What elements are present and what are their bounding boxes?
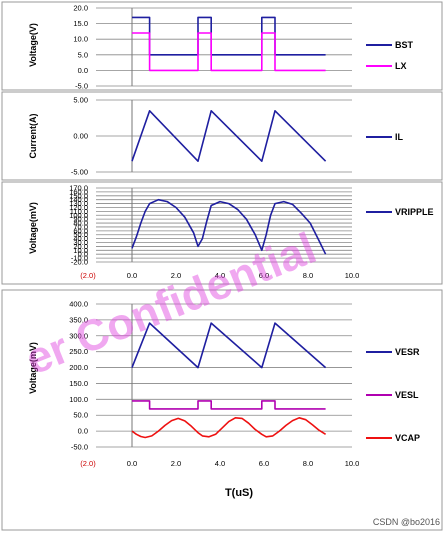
x-axis-title: T(uS) bbox=[225, 487, 253, 499]
y-tick-label: 200.0 bbox=[69, 363, 88, 372]
x-tick-label: 6.0 bbox=[259, 271, 269, 280]
x-tick-label: (2.0) bbox=[80, 271, 96, 280]
legend-label: VESL bbox=[395, 390, 419, 400]
y-tick-label: 50.0 bbox=[73, 411, 88, 420]
x-tick-label: 2.0 bbox=[171, 459, 181, 468]
y-tick-label: 160.0 bbox=[69, 187, 88, 196]
panel-4-frame bbox=[1, 289, 443, 531]
x-tick-label: 6.0 bbox=[259, 459, 269, 468]
x-tick-label: 8.0 bbox=[303, 271, 313, 280]
y-tick-label: 30.0 bbox=[73, 238, 88, 247]
y-tick-label: 350.0 bbox=[69, 315, 88, 324]
y-tick-label: 110.0 bbox=[70, 207, 88, 216]
series-line-bst bbox=[132, 16, 326, 56]
y-tick-label: 40.0 bbox=[73, 234, 88, 243]
y-tick-label: 0.0 bbox=[78, 66, 88, 75]
panel-2-frame bbox=[1, 91, 443, 181]
x-tick-label: 8.0 bbox=[303, 459, 313, 468]
y-axis-label: Current(A) bbox=[28, 114, 38, 159]
y-axis-label: Voltage(V) bbox=[28, 23, 38, 67]
series-line-il bbox=[131, 110, 327, 162]
legend-label: IL bbox=[395, 132, 404, 142]
chart-3: 170.0160.0150.0140.0130.0120.0110.0100.0… bbox=[28, 184, 434, 281]
y-tick-label: 5.00 bbox=[73, 96, 88, 105]
series-line-lx bbox=[132, 32, 326, 72]
chart-2: 5.00 0.00 -5.00 Current(A) IL bbox=[28, 96, 404, 177]
y-tick-label: -20.0 bbox=[71, 258, 88, 267]
series-line-vesl bbox=[132, 400, 326, 410]
y-tick-label: 400.0 bbox=[69, 300, 88, 309]
y-tick-label: 15.0 bbox=[73, 19, 88, 28]
legend-label: VCAP bbox=[395, 433, 420, 443]
y-tick-label: 100.0 bbox=[69, 395, 88, 404]
y-tick-label: 10.0 bbox=[73, 35, 88, 44]
legend-label: BST bbox=[395, 40, 414, 50]
y-tick-label: 60.0 bbox=[73, 226, 88, 235]
y-tick-label: 0.00 bbox=[73, 132, 88, 141]
y-tick-label: 50.0 bbox=[73, 230, 88, 239]
y-tick-label: 250.0 bbox=[69, 347, 88, 356]
y-tick-label: 150.0 bbox=[69, 379, 88, 388]
y-tick-label: 0.0 bbox=[78, 250, 88, 259]
y-axis-label: Voltage(mV) bbox=[28, 342, 38, 394]
x-tick-label: 10.0 bbox=[345, 459, 360, 468]
x-tick-label: 4.0 bbox=[215, 459, 225, 468]
y-tick-label: 5.0 bbox=[78, 50, 88, 59]
chart-4: 400.0 350.0 300.0 250.0 200.0 150.0 100.0 50.0 0… bbox=[28, 300, 420, 469]
y-tick-label: 150.0 bbox=[69, 191, 88, 200]
y-tick-label: 130.0 bbox=[69, 199, 88, 208]
y-tick-label: 10.0 bbox=[73, 246, 88, 255]
x-tick-label: 2.0 bbox=[171, 271, 181, 280]
y-tick-label: 140.0 bbox=[69, 195, 88, 204]
credit-text: CSDN @bo2016 bbox=[373, 517, 440, 527]
x-tick-label: 0.0 bbox=[127, 271, 137, 280]
y-axis-label: Voltage(mV) bbox=[28, 202, 38, 254]
x-tick-label: 4.0 bbox=[215, 271, 225, 280]
y-tick-label: 0.0 bbox=[78, 427, 88, 436]
y-tick-label: -5.00 bbox=[71, 168, 88, 177]
x-tick-label: 10.0 bbox=[345, 271, 360, 280]
charts-group: 20.0 15.0 10.0 5.0 0.0 -5.0 Voltage(V) BST LX 5.0… bbox=[28, 4, 434, 469]
legend-label: VESR bbox=[395, 347, 420, 357]
y-tick-label: -50.0 bbox=[71, 443, 88, 452]
y-tick-label: 70.0 bbox=[73, 222, 88, 231]
x-tick-label: 0.0 bbox=[127, 459, 137, 468]
chart-1: 20.0 15.0 10.0 5.0 0.0 -5.0 Voltage(V) BST LX bbox=[28, 4, 414, 91]
y-tick-label: -5.0 bbox=[75, 82, 88, 91]
legend-label: LX bbox=[395, 61, 407, 71]
series-line-vripple bbox=[131, 198, 327, 255]
y-tick-label: 90.0 bbox=[73, 215, 88, 224]
series-line-vcap bbox=[131, 416, 327, 439]
series-line-vesr bbox=[131, 322, 327, 369]
y-tick-label: 170.0 bbox=[69, 184, 88, 193]
x-tick-label: (2.0) bbox=[80, 459, 96, 468]
y-tick-label: 20.0 bbox=[73, 242, 88, 251]
y-tick-label: 100.0 bbox=[69, 211, 88, 220]
y-tick-label: 80.0 bbox=[73, 219, 88, 228]
y-tick-label: -10.0 bbox=[71, 254, 88, 263]
legend-label: VRIPPLE bbox=[395, 207, 434, 217]
panel-1-frame bbox=[1, 1, 443, 91]
y-tick-label: 300.0 bbox=[69, 331, 88, 340]
panel-3-frame bbox=[1, 181, 443, 285]
y-tick-label: 20.0 bbox=[73, 4, 88, 13]
y-tick-label: 120.0 bbox=[69, 203, 88, 212]
